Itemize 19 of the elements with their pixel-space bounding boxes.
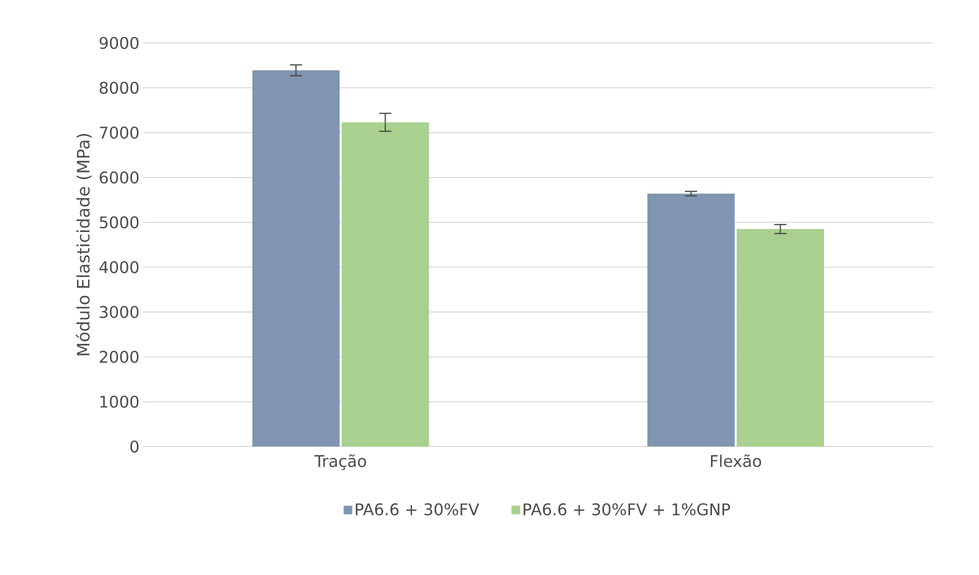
y-tick-label: 9000 bbox=[100, 36, 138, 49]
bar bbox=[252, 70, 340, 446]
y-tick-label: 0 bbox=[130, 440, 139, 452]
legend-label: PA6.6 + 30%FV bbox=[356, 503, 480, 516]
y-tick-label: 3000 bbox=[100, 306, 138, 318]
y-tick-label: 4000 bbox=[99, 260, 138, 274]
legend-label: PA6.6 + 30%FV + 1%GNP bbox=[524, 503, 730, 516]
bar bbox=[736, 228, 824, 446]
y-tick-label: 5000 bbox=[100, 216, 138, 228]
bar bbox=[647, 193, 735, 446]
y-tick-label: 2000 bbox=[100, 350, 138, 363]
x-tick-label: Flexão bbox=[710, 454, 762, 467]
bar bbox=[342, 122, 429, 446]
y-tick-label: 6000 bbox=[100, 171, 138, 184]
y-tick-label: 8000 bbox=[100, 82, 138, 94]
y-tick-label: 7000 bbox=[100, 126, 138, 139]
y-tick-label: 1000 bbox=[100, 395, 138, 408]
y-axis-title: Módulo Elasticidade (MPa) bbox=[76, 134, 92, 356]
x-tick-label: Tração bbox=[314, 454, 366, 470]
